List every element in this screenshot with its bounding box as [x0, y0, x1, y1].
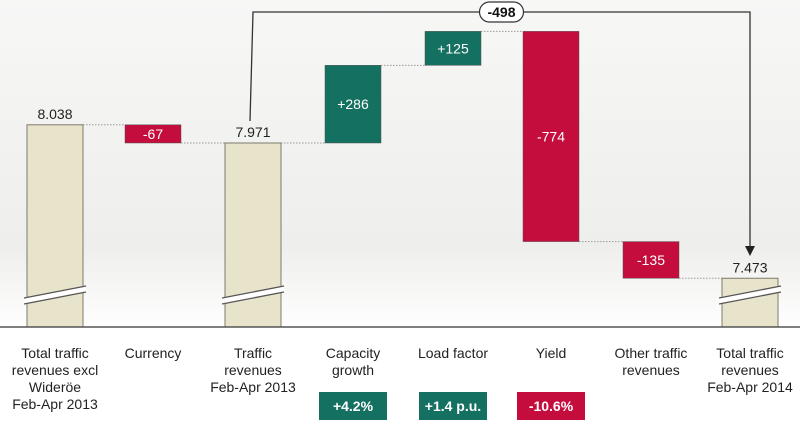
- axis-break-mark: [718, 285, 782, 299]
- bracket-value-label: -498: [487, 4, 515, 20]
- increase-bar: [324, 65, 382, 144]
- category-label: Yield: [535, 345, 567, 361]
- bracket-value-pill: [478, 1, 525, 23]
- axis-break-gap: [718, 285, 782, 305]
- category-label: Other traffic revenues: [614, 345, 688, 378]
- total-bar: [721, 277, 779, 328]
- value-label: -774: [537, 128, 565, 144]
- decrease-bar: [622, 241, 680, 279]
- value-label: +286: [337, 96, 369, 112]
- value-label: 7.971: [235, 124, 270, 140]
- axis-break-gap: [221, 285, 285, 305]
- decrease-bar: [124, 124, 182, 144]
- value-label: +125: [437, 40, 469, 56]
- category-label: Currency: [124, 345, 182, 361]
- change-badge: +4.2%: [319, 392, 387, 420]
- category-label: Capacity growth: [325, 345, 381, 378]
- axis-break-mark: [718, 291, 782, 305]
- axis-break-mark: [221, 285, 285, 299]
- category-label: Total traffic revenues Feb-Apr 2014: [707, 345, 793, 395]
- value-label: 8.038: [37, 106, 72, 122]
- value-label: -67: [143, 126, 163, 142]
- value-label: -135: [637, 252, 665, 268]
- category-label: Load factor: [417, 345, 489, 361]
- category-label: Total traffic revenues excl Wideröe Feb-Apr…: [11, 345, 99, 412]
- chart-background: [0, 0, 800, 330]
- change-badge: -10.6%: [517, 392, 585, 420]
- bracket-arrowhead: [745, 246, 755, 256]
- decrease-bar: [522, 31, 580, 242]
- axis-break-mark: [23, 291, 87, 305]
- axis-break-mark: [221, 291, 285, 305]
- increase-bar: [424, 31, 482, 66]
- axis-break-mark: [23, 285, 87, 299]
- change-badge: +1.4 p.u.: [419, 392, 487, 420]
- category-label: Traffic revenues Feb-Apr 2013: [210, 345, 296, 395]
- value-label: 7.473: [732, 259, 767, 275]
- axis-break-gap: [23, 285, 87, 305]
